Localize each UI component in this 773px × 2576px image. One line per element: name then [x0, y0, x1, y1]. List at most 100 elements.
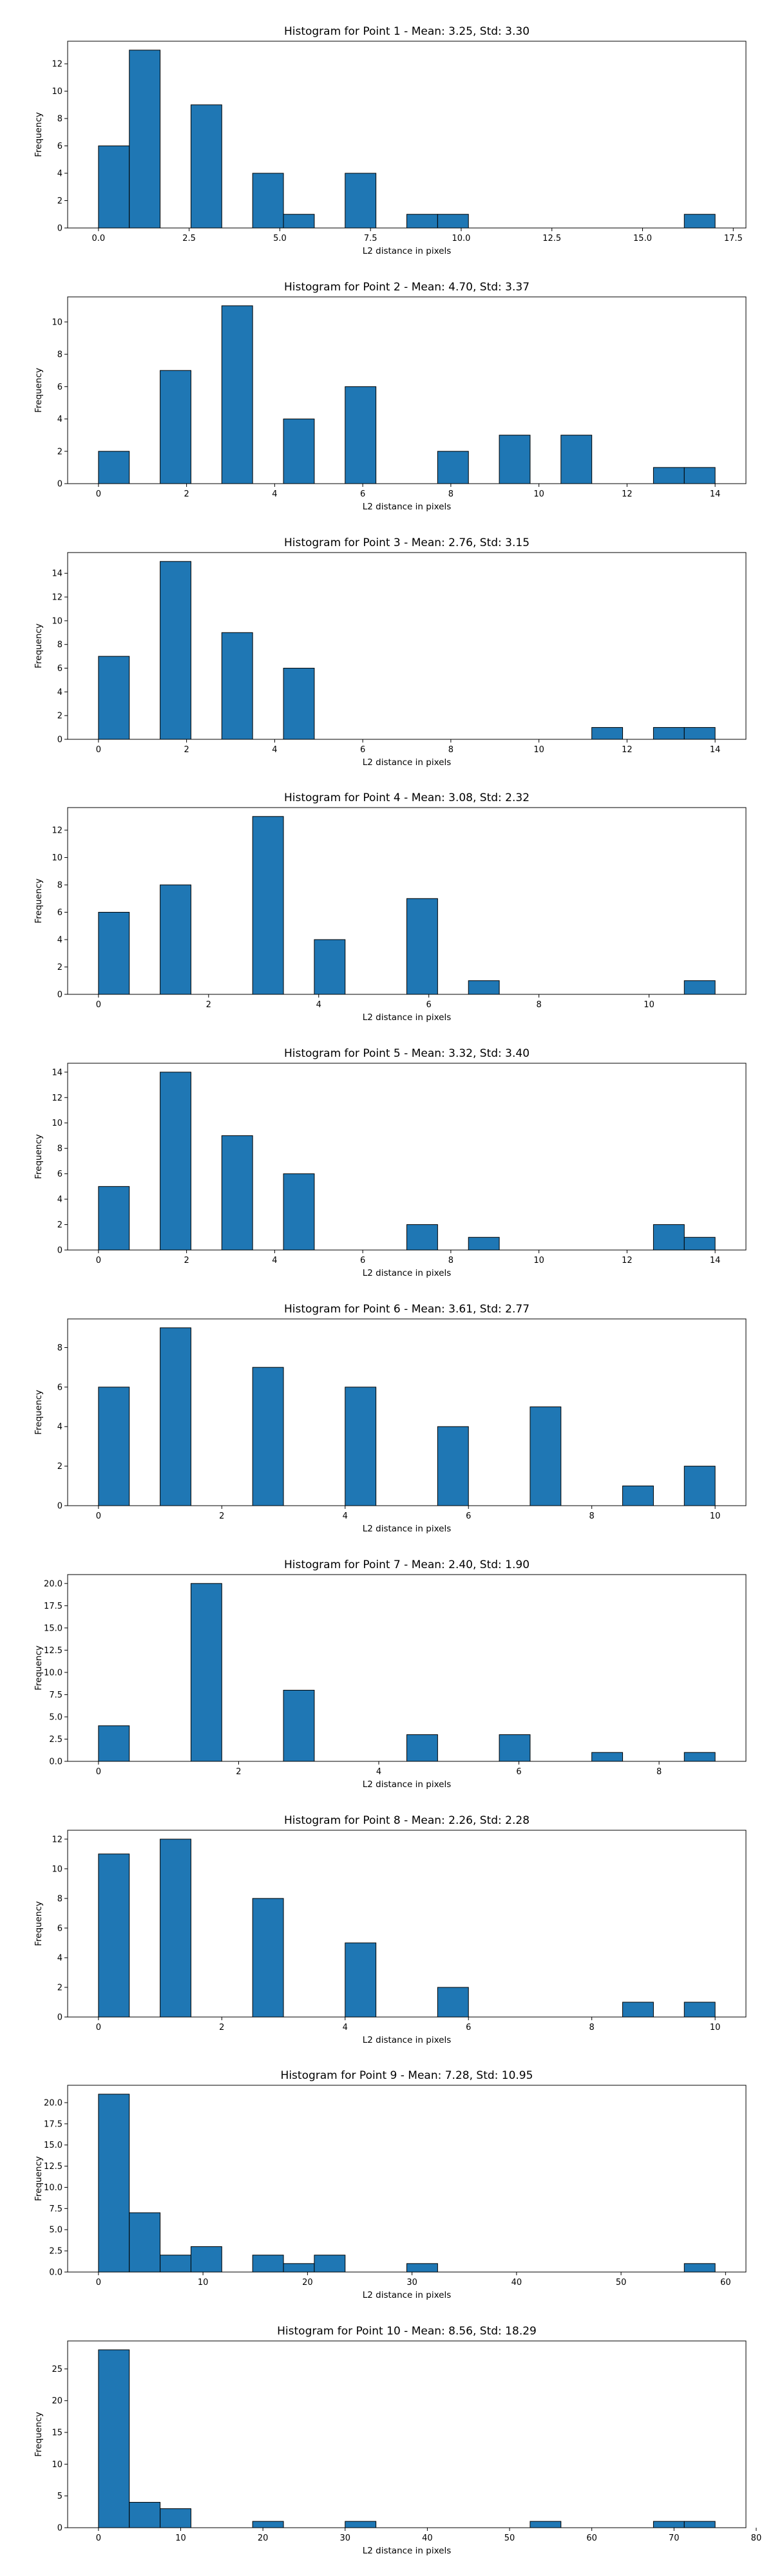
chart-7-title: Histogram for Point 7 - Mean: 2.40, Std:…: [284, 1558, 530, 1571]
chart-1-bar: [190, 104, 222, 229]
chart-4-bar: [468, 980, 500, 995]
chart-1-xtick-label: 2.5: [182, 234, 196, 243]
chart-2-ytick-label: 2: [57, 447, 62, 457]
chart-10-xtick-label: 20: [258, 2533, 269, 2543]
chart-5-ytick-label: 12: [52, 1094, 62, 1103]
chart-1-bar: [283, 214, 315, 229]
chart-5-bar: [283, 1173, 315, 1251]
chart-4-bar: [406, 898, 438, 995]
chart-7-bar: [683, 1752, 716, 1762]
chart-3-xtick-label: 8: [448, 745, 453, 755]
chart-7-ytick-label: 0.0: [49, 1757, 62, 1767]
chart-9-xtick-label: 60: [720, 2278, 731, 2287]
chart-9-ylabel: Frequency: [33, 2156, 44, 2201]
chart-3-xtick-label: 2: [184, 745, 189, 755]
chart-4-ytick-label: 6: [57, 908, 62, 918]
chart-7-xtick-label: 8: [656, 1767, 662, 1777]
chart-5-xtick-label: 8: [448, 1256, 453, 1265]
chart-9-ytick-label: 2.5: [49, 2247, 62, 2257]
chart-2-bar: [499, 435, 531, 484]
chart-8-ytick-label: 2: [57, 1983, 62, 1993]
chart-7-ytick-label: 5.0: [49, 1712, 62, 1722]
chart-5-ytick-label: 0: [57, 1246, 62, 1256]
chart-6-ytick-label: 4: [57, 1423, 62, 1432]
chart-8-title: Histogram for Point 8 - Mean: 2.26, Std:…: [284, 1814, 530, 1827]
chart-8-ytick-label: 0: [57, 2013, 62, 2023]
chart-5-xtick-label: 0: [96, 1256, 101, 1265]
chart-1-xtick-label: 10.0: [452, 234, 470, 243]
chart-1-ytick-label: 6: [57, 142, 62, 151]
chart-1-ytick-label: 12: [52, 60, 62, 70]
chart-10-bar: [345, 2521, 377, 2528]
chart-3-bar: [683, 727, 716, 740]
chart-4-xtick-label: 6: [426, 1000, 432, 1010]
chart-6-xtick-label: 2: [219, 1511, 224, 1521]
chart-2-xtick-label: 8: [448, 489, 453, 499]
chart-2-xtick-label: 10: [533, 489, 544, 499]
chart-1-xlabel: L2 distance in pixels: [363, 246, 451, 256]
chart-6-bar: [437, 1426, 469, 1506]
chart-7-bar: [406, 1734, 438, 1762]
chart-3-xtick-label: 14: [710, 745, 721, 755]
chart-3-xlabel: L2 distance in pixels: [363, 757, 451, 768]
chart-7-ytick-label: 15.0: [44, 1624, 62, 1633]
chart-6-xtick-label: 0: [96, 1511, 101, 1521]
chart-6-bar: [252, 1367, 284, 1506]
chart-10-xtick-label: 10: [175, 2533, 186, 2543]
chart-4-xtick-label: 2: [206, 1000, 211, 1010]
chart-10-bar: [129, 2502, 161, 2528]
chart-8-xtick-label: 10: [710, 2023, 721, 2032]
chart-1-bar: [437, 214, 469, 229]
chart-8-bar: [98, 1853, 130, 2018]
chart-6-xtick-label: 10: [710, 1511, 721, 1521]
chart-3-xtick-label: 4: [272, 745, 277, 755]
chart-9-bar: [160, 2255, 191, 2273]
chart-9-xtick-label: 30: [406, 2278, 417, 2287]
chart-9-bar: [283, 2263, 315, 2273]
chart-9-ytick-label: 5.0: [49, 2226, 62, 2235]
chart-5-ytick-label: 10: [52, 1119, 62, 1128]
chart-6-bar: [683, 1466, 716, 1506]
chart-6-xlabel: L2 distance in pixels: [363, 1524, 451, 1534]
chart-5-xlabel: L2 distance in pixels: [363, 1268, 451, 1278]
chart-4-axes: [67, 807, 747, 995]
chart-8-bar: [437, 1987, 469, 2018]
chart-4-ytick-label: 0: [57, 990, 62, 1000]
chart-10-bar: [160, 2508, 191, 2528]
chart-8-ytick-label: 8: [57, 1894, 62, 1904]
chart-1-xtick-label: 15.0: [633, 234, 652, 243]
chart-9-ytick-label: 0.0: [49, 2268, 62, 2278]
chart-7-xtick-label: 4: [376, 1767, 381, 1777]
chart-8-xtick-label: 0: [96, 2023, 101, 2032]
chart-10-ytick-label: 5: [57, 2492, 62, 2501]
chart-1-bar: [683, 214, 716, 229]
chart-9-bar: [98, 2094, 130, 2273]
chart-1-xtick-label: 0.0: [92, 234, 106, 243]
chart-7-ytick-label: 10.0: [44, 1668, 62, 1678]
chart-2-ytick-label: 4: [57, 415, 62, 424]
chart-9-bar: [252, 2255, 284, 2273]
chart-5-bar: [221, 1135, 253, 1251]
chart-5-xtick-label: 10: [533, 1256, 544, 1265]
chart-6-bar: [622, 1485, 654, 1506]
chart-4-ytick-label: 12: [52, 826, 62, 836]
chart-10-xlabel: L2 distance in pixels: [363, 2546, 451, 2556]
chart-6-bar: [98, 1387, 130, 1506]
chart-2-ytick-label: 8: [57, 350, 62, 360]
chart-3-ytick-label: 8: [57, 640, 62, 650]
chart-5-ytick-label: 14: [52, 1068, 62, 1077]
chart-6-ytick-label: 8: [57, 1343, 62, 1353]
chart-2-ytick-label: 0: [57, 480, 62, 489]
chart-4-ytick-label: 8: [57, 881, 62, 891]
chart-9-xtick-label: 20: [302, 2278, 313, 2287]
chart-9-ytick-label: 17.5: [44, 2119, 62, 2129]
chart-3-title: Histogram for Point 3 - Mean: 2.76, Std:…: [284, 536, 530, 549]
chart-2-bar: [160, 370, 191, 484]
chart-6-axes: [67, 1318, 747, 1506]
chart-5-xtick-label: 6: [360, 1256, 365, 1265]
chart-7-bar: [591, 1752, 624, 1762]
chart-7-bar: [98, 1725, 130, 1762]
chart-5-xtick-label: 4: [272, 1256, 277, 1265]
chart-2-xtick-label: 2: [184, 489, 189, 499]
chart-4-ytick-label: 10: [52, 853, 62, 863]
